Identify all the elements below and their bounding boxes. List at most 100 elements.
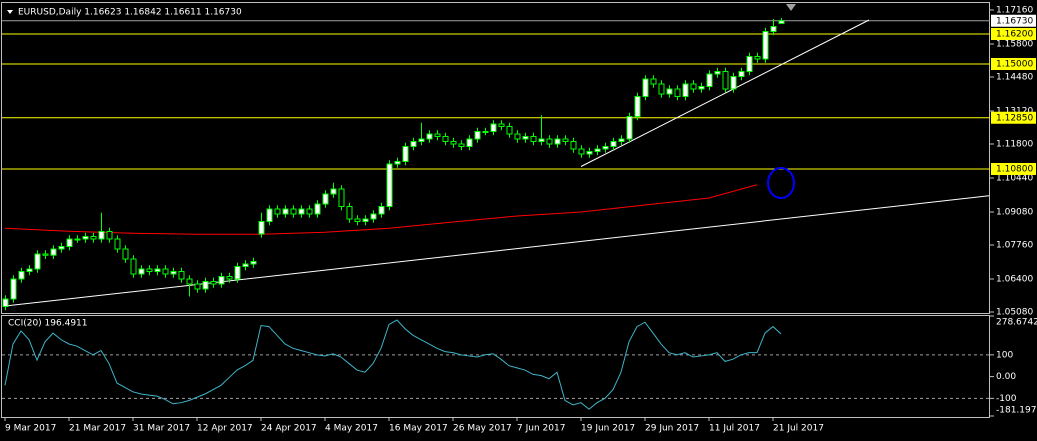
candle-body — [522, 136, 529, 140]
x-tick-label: 19 Jun 2017 — [581, 424, 635, 434]
level-label: 1.10800 — [996, 165, 1033, 175]
level-label-box — [991, 28, 1036, 40]
candle-body — [546, 138, 553, 145]
candle-body — [514, 133, 521, 140]
x-tick-label: 4 May 2017 — [325, 424, 378, 434]
candle-body — [386, 163, 393, 207]
candle-body — [434, 133, 441, 137]
y-tick-label: 1.07760 — [996, 241, 1033, 251]
candle-body — [322, 193, 329, 205]
candle-body — [234, 266, 241, 280]
menu-arrow[interactable] — [7, 10, 13, 14]
candle-body — [90, 236, 97, 240]
x-tick-label: 29 Jun 2017 — [645, 424, 699, 434]
candle-body — [682, 83, 689, 97]
candle-body — [82, 236, 89, 240]
candle-body — [10, 278, 17, 300]
level-label: 1.12850 — [996, 113, 1033, 123]
candle-body — [674, 88, 681, 97]
y-tick-label: 1.11800 — [996, 140, 1033, 150]
candle-body — [554, 138, 561, 145]
candle-body — [506, 126, 513, 135]
y-tick-label: 1.14480 — [996, 73, 1033, 83]
candle-body — [42, 253, 49, 256]
candle-body — [106, 231, 113, 240]
indicator-title: CCI(20) 196.4911 — [8, 319, 88, 329]
y-tick-label: 1.17160 — [996, 6, 1033, 16]
level-label-box — [991, 58, 1036, 70]
candle-body — [746, 56, 753, 72]
y-tick-label: 1.13120 — [996, 107, 1033, 117]
candle-body — [66, 238, 73, 247]
level-label-box — [991, 163, 1036, 175]
moving-average — [4, 184, 758, 235]
candle-body — [250, 261, 257, 265]
cci-line — [4, 319, 782, 410]
y-tick-label: 1.05080 — [996, 308, 1033, 318]
candle-body — [58, 246, 65, 250]
x-tick-label: 12 Apr 2017 — [197, 424, 253, 434]
candle-body — [602, 146, 609, 150]
last-price-label: 1.16730 — [996, 16, 1033, 26]
candle-body — [474, 131, 481, 140]
candle-body — [306, 208, 313, 215]
candle-body — [194, 283, 201, 290]
candle-body — [138, 268, 145, 275]
x-tick-label: 21 Jul 2017 — [773, 424, 824, 434]
y-tick-label: 278.6742 — [996, 318, 1037, 328]
candle-body — [570, 141, 577, 150]
candle-body — [650, 78, 657, 85]
candle-body — [530, 136, 537, 142]
y-tick-label: 1.09080 — [996, 208, 1033, 218]
candle-body — [330, 188, 337, 195]
level-label: 1.16200 — [996, 30, 1033, 40]
candle-body — [202, 281, 209, 290]
candle-body — [722, 71, 729, 90]
candle-body — [634, 96, 641, 117]
candle-body — [738, 71, 745, 77]
candle-body — [610, 141, 617, 147]
candle-body — [594, 148, 601, 152]
candle-body — [730, 76, 737, 90]
candle-body — [282, 208, 289, 215]
candle-body — [762, 31, 769, 60]
candle-body — [770, 26, 777, 32]
candle-body — [626, 116, 633, 140]
candle-body — [466, 138, 473, 147]
x-tick-label: 16 May 2017 — [389, 424, 448, 434]
candle-body — [130, 258, 137, 275]
candle-body — [714, 71, 721, 75]
candle-body — [754, 56, 761, 60]
candle-body — [34, 253, 41, 270]
level-label-box — [991, 111, 1036, 124]
candle-body — [418, 138, 425, 142]
x-tick-label: 9 Mar 2017 — [5, 424, 56, 434]
candle-body — [218, 276, 225, 285]
x-tick-label: 11 Jul 2017 — [709, 424, 760, 434]
candle-body — [538, 138, 545, 142]
y-tick-label: -181.1979 — [996, 406, 1037, 416]
candle-body — [186, 278, 193, 285]
shift-marker[interactable] — [786, 4, 796, 11]
candle-body — [314, 203, 321, 215]
candle-body — [226, 276, 233, 280]
x-tick-label: 21 Mar 2017 — [69, 424, 126, 434]
candle-body — [450, 141, 457, 145]
candle-body — [706, 73, 713, 87]
highlight-circle — [767, 167, 795, 199]
candle-body — [490, 123, 497, 132]
x-tick-label: 24 Apr 2017 — [261, 424, 317, 434]
candle-body — [2, 298, 9, 307]
candle-body — [586, 151, 593, 155]
candle-body — [242, 263, 249, 267]
chart-title: EURUSD,Daily 1.16623 1.16842 1.16611 1.1… — [18, 8, 242, 18]
x-tick-label: 26 May 2017 — [453, 424, 512, 434]
last-price-box — [991, 14, 1036, 27]
candle-body — [170, 271, 177, 275]
x-tick-label: 31 Mar 2017 — [133, 424, 190, 434]
candle-body — [370, 213, 377, 220]
candle-body — [498, 123, 505, 127]
candle-body — [154, 268, 161, 272]
